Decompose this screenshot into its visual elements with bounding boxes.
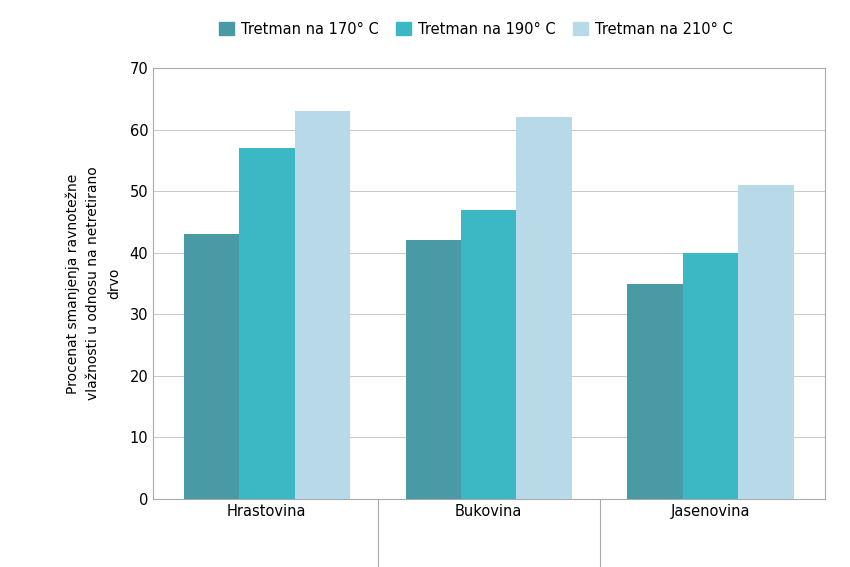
Legend: Tretman na 170° C, Tretman na 190° C, Tretman na 210° C: Tretman na 170° C, Tretman na 190° C, Tr… xyxy=(213,16,739,43)
Y-axis label: Procenat smanjenja ravnotežne
vlažnosti u odnosu na netretirano
drvo: Procenat smanjenja ravnotežne vlažnosti … xyxy=(65,167,121,400)
Bar xyxy=(405,240,461,499)
Bar xyxy=(239,148,294,499)
Bar xyxy=(517,117,572,499)
Bar xyxy=(184,234,239,499)
Bar xyxy=(461,210,517,499)
Bar xyxy=(627,284,683,499)
Bar xyxy=(683,253,739,499)
Bar xyxy=(739,185,794,499)
Bar xyxy=(294,111,350,499)
